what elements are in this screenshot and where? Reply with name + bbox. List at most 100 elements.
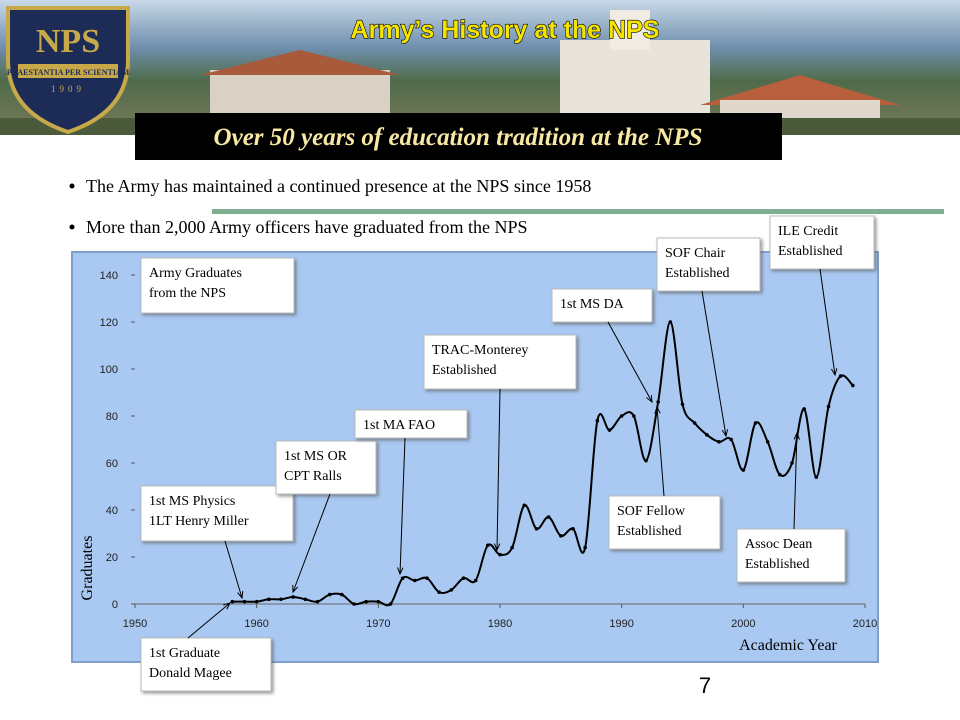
- data-point: [364, 599, 368, 604]
- arrow-head: [493, 543, 501, 552]
- annotation-text: 1LT Henry Miller: [149, 514, 249, 529]
- data-point: [595, 418, 600, 423]
- y-tick-label: 20: [106, 552, 118, 564]
- x-tick-label: 2010: [853, 618, 877, 630]
- logo-text: NPS: [36, 23, 100, 60]
- annotation-text: Established: [432, 363, 497, 378]
- annotation-arrow: [292, 493, 331, 593]
- annotation-arrow: [793, 432, 798, 530]
- data-point: [254, 599, 259, 604]
- data-point: [632, 414, 636, 418]
- x-tick-label: 1980: [488, 618, 512, 630]
- annotation-arrow: [701, 290, 727, 437]
- data-point: [571, 527, 575, 531]
- annotation-box: [769, 215, 875, 270]
- x-tick-label: 1990: [609, 618, 633, 630]
- annotation-text: 1st MS Physics: [149, 494, 235, 509]
- page-number: 7: [699, 673, 711, 698]
- arrow-head: [793, 431, 800, 440]
- logo: NPS PRAESTANTIA PER SCIENTIAM 1909: [6, 6, 130, 135]
- arrow-head: [223, 602, 231, 610]
- subtitle: Over 50 years of education tradition at …: [214, 124, 703, 151]
- data-point: [498, 552, 502, 557]
- annotation-arrow: [399, 437, 406, 575]
- x-axis-label: Academic Year: [739, 637, 837, 654]
- annotation: 1st MS DA: [551, 288, 653, 323]
- data-point: [644, 458, 648, 463]
- logo-motto: PRAESTANTIA PER SCIENTIAM: [7, 68, 130, 77]
- y-tick-label: 40: [106, 505, 118, 517]
- data-point: [619, 414, 624, 418]
- data-point: [583, 545, 587, 550]
- annotation-text: Established: [778, 244, 843, 259]
- annotation-text: Assoc Dean: [745, 537, 812, 552]
- annotation: ILE Credit Established: [769, 215, 875, 270]
- annotation-arrow: [224, 540, 243, 599]
- arrow-head: [721, 429, 729, 438]
- data-point: [790, 461, 794, 465]
- annotation-text: Established: [665, 266, 730, 281]
- annotation-box: [354, 409, 468, 439]
- data-point: [340, 592, 344, 597]
- data-point: [267, 597, 271, 602]
- data-point: [425, 576, 429, 580]
- annotation-arrow: [819, 268, 836, 376]
- data-point: [851, 383, 855, 388]
- arrow-head: [830, 368, 838, 377]
- annotation-arrow: [607, 321, 653, 403]
- data-point: [753, 421, 758, 425]
- annotation-box: [551, 288, 653, 323]
- arrow-head: [646, 394, 653, 404]
- annotation-text: Army Graduates: [149, 266, 242, 281]
- data-point: [315, 599, 320, 604]
- annotation-box: [140, 485, 294, 542]
- data-point: [717, 440, 721, 444]
- x-tick-label: 1970: [366, 618, 390, 630]
- data-point: [413, 578, 417, 583]
- annotation: 1st Graduate Donald Magee: [140, 637, 272, 692]
- annotation-text: 1st MS OR: [284, 449, 348, 464]
- data-point: [802, 407, 806, 411]
- annotation-arrow: [187, 602, 231, 639]
- annotation-text: 1st Graduate: [149, 646, 220, 661]
- annotation-box: [736, 528, 846, 583]
- data-point: [388, 602, 393, 606]
- data-point: [741, 468, 746, 472]
- data-point: [279, 597, 283, 602]
- annotation-text: TRAC-Monterey: [432, 343, 528, 358]
- data-point: [778, 472, 782, 477]
- annotation: 1st MA FAO: [354, 409, 468, 439]
- chart-panel: [71, 251, 879, 663]
- annotation-box: [275, 440, 377, 495]
- annotation-text: SOF Fellow: [617, 504, 686, 519]
- annotation: 1st MS OR CPT Ralls: [275, 440, 377, 495]
- annotation-box: [608, 495, 721, 550]
- y-tick-label: 100: [100, 364, 118, 376]
- data-point: [473, 578, 478, 583]
- annotation-box: [140, 257, 295, 314]
- annotation-arrow: [656, 406, 665, 497]
- data-point: [826, 404, 831, 409]
- annotation: 1st MS Physics 1LT Henry Miller: [140, 485, 294, 542]
- annotation: TRAC-Monterey Established: [423, 334, 577, 390]
- data-point: [838, 374, 843, 378]
- data-point: [327, 592, 332, 597]
- annotation-text: 1st MA FAO: [363, 418, 435, 433]
- slide-title: Army’s History at the NPS: [351, 16, 660, 44]
- data-point: [510, 545, 514, 550]
- data-point: [461, 576, 466, 580]
- annotation-arrow: [496, 388, 501, 551]
- data-point: [534, 527, 539, 531]
- bullet-text: The Army has maintained a continued pres…: [86, 176, 591, 196]
- arrow-head: [654, 405, 661, 414]
- annotation-text: CPT Ralls: [284, 469, 342, 484]
- annotation-text: Established: [745, 557, 810, 572]
- annotation: Assoc Dean Established: [736, 528, 846, 583]
- y-tick-label: 80: [106, 411, 118, 423]
- data-point: [668, 320, 673, 324]
- y-tick-label: 120: [100, 317, 118, 329]
- bullet-list: The Army has maintained a continued pres…: [69, 176, 591, 237]
- data-point: [486, 543, 490, 548]
- arrow-head: [292, 584, 299, 594]
